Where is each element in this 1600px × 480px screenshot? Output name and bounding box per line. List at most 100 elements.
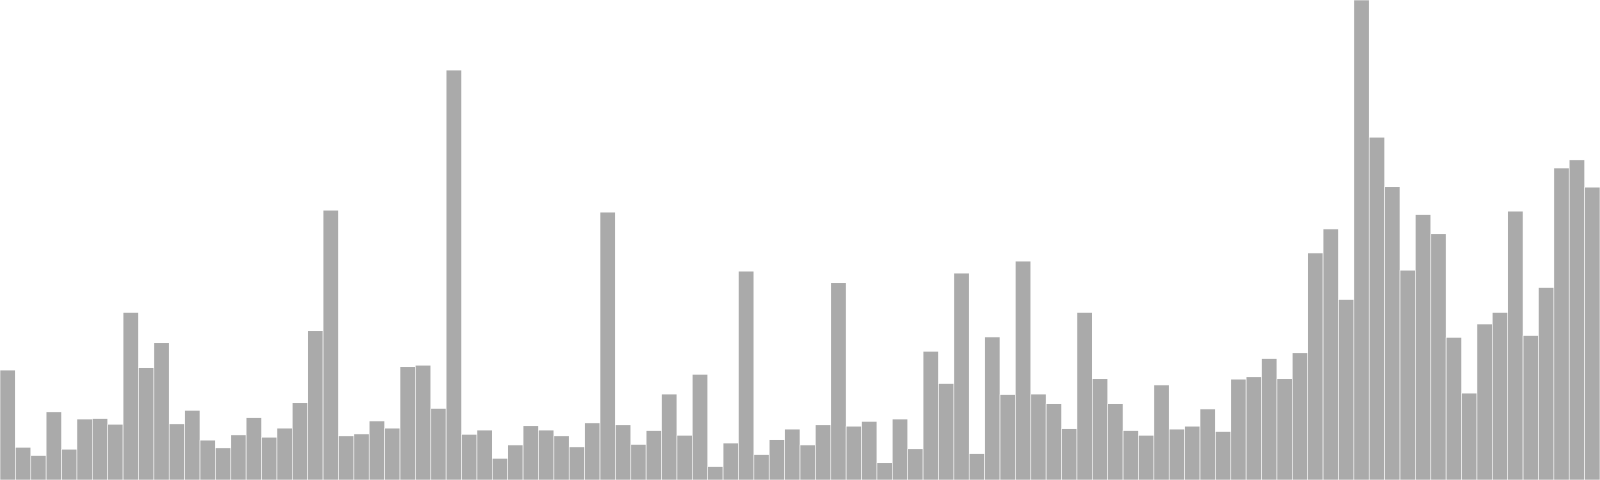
bar-100 [1538, 287, 1555, 480]
bar-25 [384, 427, 401, 480]
bar-94 [1445, 337, 1462, 480]
bar-28 [430, 408, 447, 480]
bar-30 [461, 434, 478, 480]
bar-21 [322, 209, 339, 480]
bar-79 [1215, 431, 1232, 480]
bar-52 [799, 444, 816, 480]
bar-50 [768, 439, 785, 480]
bar-9 [138, 367, 155, 480]
bar-31 [476, 429, 493, 480]
bar-38 [584, 422, 601, 480]
bar-46 [707, 466, 724, 480]
bar-47 [722, 442, 739, 480]
bar-40 [615, 424, 632, 480]
bar-67 [1030, 393, 1047, 480]
bar-5 [76, 418, 93, 480]
bar-7 [107, 424, 124, 480]
bar-98 [1507, 210, 1524, 480]
bar-75 [1153, 384, 1170, 480]
bar-53 [815, 424, 832, 480]
bar-91 [1399, 269, 1416, 480]
bar-33 [507, 444, 524, 480]
bar-71 [1092, 378, 1108, 480]
bar-81 [1245, 376, 1262, 480]
bar-92 [1415, 214, 1432, 480]
bar-85 [1307, 252, 1324, 480]
bar-16 [245, 417, 262, 480]
bar-56 [861, 421, 878, 480]
bar-96 [1476, 323, 1493, 480]
bar-59 [907, 448, 924, 480]
bar-27 [415, 364, 432, 480]
bar-22 [338, 435, 355, 480]
bar-4 [61, 448, 78, 480]
bar-101 [1553, 167, 1570, 480]
bar-20 [307, 330, 324, 480]
bar-83 [1276, 378, 1293, 480]
bar-51 [784, 428, 801, 480]
bar-74 [1138, 435, 1155, 480]
bar-68 [1045, 403, 1062, 480]
bar-35 [538, 429, 555, 480]
bar-13 [199, 439, 216, 480]
bar-24 [368, 420, 385, 480]
bar-65 [999, 394, 1016, 480]
bar-72 [1107, 403, 1124, 480]
bar-93 [1430, 233, 1447, 480]
bar-2 [30, 455, 47, 480]
bar-44 [676, 435, 693, 480]
bar-6 [92, 418, 108, 480]
bar-14 [215, 447, 232, 480]
bar-84 [1292, 352, 1308, 480]
bar-70 [1076, 312, 1093, 480]
bar-90 [1384, 186, 1401, 480]
bar-12 [184, 410, 201, 480]
bar-97 [1492, 312, 1508, 480]
bar-88 [1353, 0, 1370, 480]
bar-36 [553, 435, 570, 480]
bar-102 [1568, 159, 1585, 480]
bar-26 [399, 366, 416, 480]
bar-78 [1199, 408, 1216, 480]
bar-69 [1061, 428, 1078, 480]
bar-42 [645, 430, 662, 480]
bar-55 [845, 425, 862, 480]
bar-66 [1015, 260, 1032, 480]
bar-57 [876, 462, 893, 480]
bar-76 [1168, 428, 1185, 480]
bar-18 [276, 427, 293, 480]
bar-3 [45, 411, 62, 480]
bar-15 [230, 434, 247, 480]
bar-19 [292, 402, 308, 480]
bar-1 [15, 447, 32, 480]
bar-62 [953, 272, 970, 480]
bar-64 [984, 336, 1001, 480]
bar-87 [1338, 299, 1355, 480]
bar-29 [445, 69, 462, 480]
bar-99 [1522, 335, 1539, 480]
bar-23 [353, 433, 370, 480]
bar-11 [168, 423, 185, 480]
bar-77 [1184, 425, 1201, 480]
bar-17 [261, 436, 278, 480]
bar-63 [968, 453, 985, 480]
bar-43 [661, 393, 678, 480]
bar-89 [1368, 136, 1385, 480]
bar-34 [522, 425, 539, 480]
bar-45 [692, 374, 708, 480]
bar-86 [1322, 228, 1339, 480]
bar-95 [1461, 392, 1478, 480]
bar-8 [122, 312, 139, 480]
bar-60 [922, 351, 939, 480]
bar-41 [630, 444, 647, 480]
bar-80 [1230, 378, 1247, 480]
bar-82 [1261, 358, 1278, 480]
bar-37 [568, 446, 585, 480]
bar-10 [153, 342, 170, 480]
bar-103 [1584, 186, 1600, 480]
bar-0 [0, 369, 16, 480]
bar-61 [938, 383, 955, 480]
